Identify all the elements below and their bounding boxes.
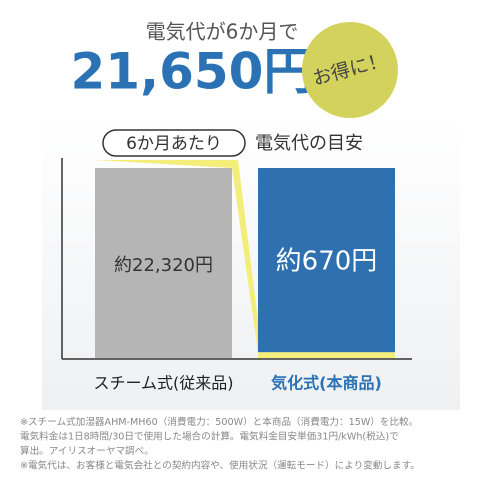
category-label: スチーム式(従来品) — [93, 374, 233, 393]
category-label: 気化式(本商品) — [271, 374, 382, 393]
footnote: 電気料金は1日8時間/30日で使用した場合の計算。電気料金目安単価31円/kWh… — [20, 431, 399, 443]
footnote: ※電気代は、お客様と電気会社との契約内容や、使用状況（運転モード）により変動しま… — [20, 460, 420, 472]
saving: 21,650円 — [71, 43, 314, 101]
footnote: ※スチーム式加湿器AHM-MH60（消費電力：500W）と本商品（消費電力：15… — [20, 416, 418, 428]
badge-circle — [302, 22, 398, 118]
footnote: 算出。アイリスオーヤマ調べ。 — [20, 445, 154, 457]
bar — [258, 352, 395, 358]
period: 6か月あたり — [126, 134, 222, 154]
chart-title: 電気代の目安 — [255, 133, 363, 154]
footnotes: ※スチーム式加湿器AHM-MH60（消費電力：500W）と本商品（消費電力：15… — [20, 416, 420, 472]
product-panel — [258, 168, 395, 353]
value-label: 約670円 — [276, 247, 378, 277]
bar — [95, 168, 232, 358]
period-pill — [102, 129, 246, 157]
lead: 電気代が6か月で — [146, 20, 299, 44]
value-label: 約22,320円 — [114, 255, 213, 276]
